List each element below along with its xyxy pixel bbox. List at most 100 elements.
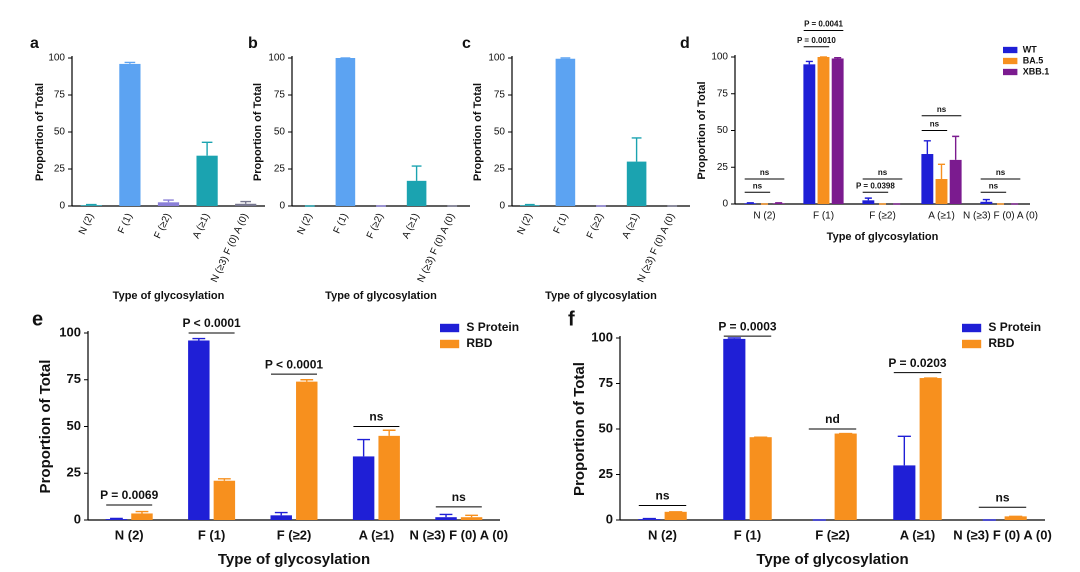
x-tick-label: N (2) xyxy=(77,212,96,237)
bar xyxy=(772,203,785,204)
annotation: ns xyxy=(995,490,1009,504)
legend-swatch xyxy=(962,323,982,333)
panel-label: b xyxy=(248,35,258,52)
bar xyxy=(555,58,576,206)
bar xyxy=(213,480,236,520)
y-tick-label: 50 xyxy=(274,127,286,138)
annotation: ns xyxy=(369,410,383,424)
x-tick-label: F (1) xyxy=(813,211,834,222)
x-tick-label: A (≥1) xyxy=(359,527,395,542)
legend-swatch xyxy=(440,339,460,349)
error-bar xyxy=(135,510,149,514)
bar xyxy=(834,433,857,520)
error-bar xyxy=(357,438,371,457)
y-axis-label: Proportion of Total xyxy=(252,83,264,181)
annotation: ns xyxy=(753,181,763,190)
error-bar xyxy=(124,61,136,64)
bar xyxy=(723,338,746,520)
error-bar xyxy=(805,60,813,65)
error-bar xyxy=(727,337,741,339)
error-bar xyxy=(439,513,453,518)
y-tick-label: 50 xyxy=(717,125,729,136)
annotation: P = 0.0398 xyxy=(856,181,895,190)
error-bar xyxy=(524,203,535,206)
panel-label: a xyxy=(30,35,39,52)
bar xyxy=(80,205,102,206)
bar xyxy=(919,378,942,520)
x-axis-label: Type of glycosylation xyxy=(756,551,908,568)
annotation: ns xyxy=(878,168,888,177)
bar xyxy=(105,519,128,520)
x-tick-label: F (≥2) xyxy=(815,527,850,542)
error-bar xyxy=(192,337,206,341)
bar xyxy=(831,58,844,204)
error-bar xyxy=(274,511,288,516)
x-tick-label: N (≥3) F (0) A (0) xyxy=(416,212,458,285)
x-tick-label: F (1) xyxy=(332,212,351,236)
x-axis-label: Type of glycosylation xyxy=(113,290,225,302)
y-tick-label: 75 xyxy=(54,90,66,101)
panel-label: e xyxy=(32,308,43,330)
bar xyxy=(131,513,153,520)
panel-label: c xyxy=(462,35,471,52)
bar xyxy=(157,202,180,206)
annotation: P = 0.0041 xyxy=(804,20,843,29)
x-tick-label: N (≥3) F (0) A (0) xyxy=(636,212,678,285)
bar xyxy=(196,155,218,206)
bar xyxy=(406,180,427,206)
annotation: P = 0.0069 xyxy=(100,488,158,502)
y-axis-label: Proportion of Total xyxy=(34,83,46,181)
legend-label: S Protein xyxy=(988,320,1041,334)
bar xyxy=(335,58,356,206)
error-bar xyxy=(631,137,642,162)
x-tick-label: F (1) xyxy=(734,527,761,542)
y-tick-label: 25 xyxy=(717,162,729,173)
annotation: ns xyxy=(452,490,466,504)
x-tick-label: F (≥2) xyxy=(277,527,312,542)
error-bar xyxy=(382,429,396,436)
panel-label: f xyxy=(568,308,575,330)
legend-swatch xyxy=(440,323,460,333)
error-bar xyxy=(110,517,123,520)
error-bar xyxy=(923,140,931,155)
y-tick-label: 0 xyxy=(74,511,81,526)
x-tick-label: A (≥1) xyxy=(400,212,421,241)
x-tick-label: N (≥3) F (0) A (0) xyxy=(953,527,1052,542)
annotation: P = 0.0003 xyxy=(718,319,776,333)
bar xyxy=(817,57,830,204)
x-tick-label: N (≥3) F (0) A (0) xyxy=(963,211,1038,222)
annotation: ns xyxy=(930,120,940,129)
error-bar xyxy=(217,478,231,481)
annotation: P = 0.0010 xyxy=(797,36,836,45)
y-tick-label: 25 xyxy=(54,164,66,175)
x-tick-label: N (≥3) F (0) A (0) xyxy=(409,527,508,542)
bar xyxy=(270,515,292,520)
x-tick-label: F (1) xyxy=(116,212,135,236)
y-tick-label: 75 xyxy=(67,371,81,386)
x-tick-label: F (1) xyxy=(198,527,225,542)
legend-label: RBD xyxy=(466,336,492,350)
legend-label: WT xyxy=(1023,44,1037,54)
y-tick-label: 25 xyxy=(599,466,613,481)
bar xyxy=(378,435,400,520)
bar xyxy=(803,64,816,204)
x-tick-label: N (≥3) F (0) A (0) xyxy=(209,212,251,285)
bar xyxy=(980,201,993,204)
annotation: P < 0.0001 xyxy=(183,316,241,330)
annotation: ns xyxy=(989,181,999,190)
error-bar xyxy=(937,163,946,180)
x-axis-label: Type of glycosylation xyxy=(827,231,939,243)
bar xyxy=(1004,516,1027,520)
bar xyxy=(638,519,661,520)
y-tick-label: 50 xyxy=(494,127,506,138)
legend-swatch xyxy=(1003,57,1018,65)
y-axis-label: Proportion of Total xyxy=(472,83,484,181)
bar xyxy=(352,456,375,520)
bar xyxy=(520,205,540,206)
y-tick-label: 100 xyxy=(488,53,505,64)
bar xyxy=(949,159,962,204)
annotation: ns xyxy=(760,168,770,177)
error-bar xyxy=(952,135,960,160)
legend-label: S Protein xyxy=(466,320,519,334)
